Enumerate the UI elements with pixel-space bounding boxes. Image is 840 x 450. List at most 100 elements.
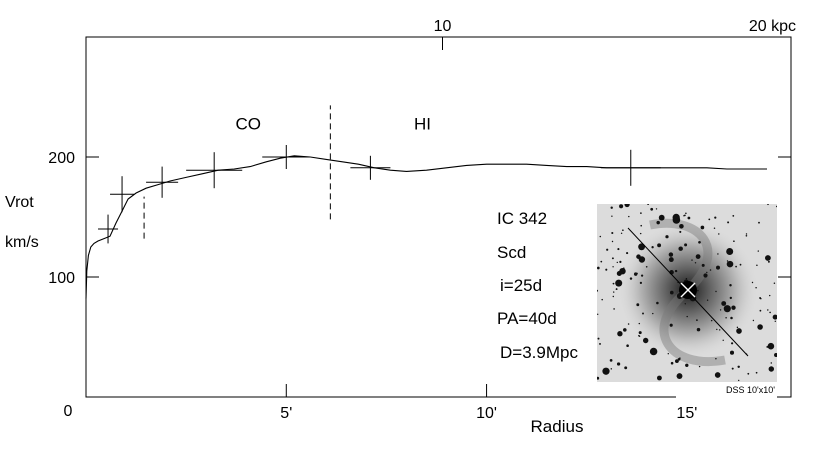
- star-119: [640, 224, 643, 227]
- star-38: [610, 206, 613, 209]
- star-189: [736, 328, 742, 334]
- star-167: [638, 256, 646, 263]
- star-93: [656, 301, 659, 305]
- x-tick-label-2: 15': [676, 405, 697, 422]
- star-109: [597, 313, 599, 315]
- star-180: [656, 220, 660, 225]
- star-174: [719, 309, 722, 311]
- star-91: [700, 225, 705, 230]
- star-76: [655, 208, 658, 210]
- star-176: [680, 281, 683, 284]
- x-tick-label-0: 5': [280, 405, 292, 422]
- star-148: [597, 376, 600, 380]
- star-163: [731, 305, 736, 310]
- star-51: [650, 207, 654, 211]
- star-3: [668, 252, 674, 257]
- star-142: [757, 324, 763, 330]
- star-152: [619, 204, 624, 209]
- star-122: [612, 266, 614, 268]
- star-95: [729, 296, 732, 300]
- star-54: [616, 362, 621, 366]
- star-162: [619, 260, 622, 264]
- star-24: [642, 337, 649, 344]
- x-axis-label: Radius: [531, 417, 584, 436]
- star-125: [668, 257, 674, 263]
- star-113: [774, 352, 777, 358]
- star-0: [684, 303, 686, 305]
- star-144: [626, 344, 629, 348]
- spiral-arm-1: [649, 218, 713, 294]
- plot-border: [85, 36, 792, 398]
- star-177: [623, 267, 625, 269]
- star-128: [678, 246, 683, 251]
- y-tick-label-1: 200: [48, 150, 75, 167]
- star-11: [773, 282, 776, 285]
- star-92: [769, 311, 771, 314]
- star-179: [626, 252, 629, 255]
- star-67: [691, 259, 693, 261]
- star-172: [695, 254, 701, 259]
- star-44: [708, 218, 711, 221]
- star-14: [610, 368, 613, 370]
- spiral-arm-2: [659, 286, 726, 366]
- star-71: [759, 309, 762, 312]
- star-69: [665, 235, 669, 239]
- star-133: [727, 221, 730, 224]
- star-146: [612, 282, 615, 285]
- star-106: [698, 240, 701, 244]
- star-63: [675, 359, 679, 363]
- star-72: [745, 234, 748, 237]
- chart-labels: Radius Vrot km/s 0 IC 342 Scd i=25d PA=4…: [5, 18, 796, 436]
- star-25: [768, 366, 775, 372]
- star-9: [629, 277, 633, 280]
- star-15: [755, 287, 757, 289]
- star-19: [669, 323, 673, 327]
- star-135: [647, 204, 650, 205]
- star-166: [739, 263, 742, 266]
- star-98: [731, 367, 734, 370]
- star-13: [735, 265, 737, 268]
- plot-frame: [85, 36, 792, 398]
- annotation-hi: HI: [414, 114, 431, 133]
- star-87: [723, 305, 731, 313]
- star-7: [602, 367, 610, 375]
- star-127: [716, 265, 720, 270]
- star-30: [597, 266, 600, 270]
- major-axis-line: [627, 227, 749, 357]
- star-114: [698, 365, 701, 368]
- star-168: [767, 204, 769, 206]
- star-37: [745, 233, 748, 235]
- star-100: [756, 264, 758, 267]
- star-29: [726, 248, 734, 255]
- star-1: [639, 281, 643, 285]
- star-160: [765, 255, 771, 261]
- star-164: [770, 362, 773, 364]
- star-157: [617, 248, 620, 251]
- star-105: [651, 246, 654, 249]
- star-74: [611, 231, 614, 235]
- star-16: [703, 273, 708, 278]
- star-79: [636, 272, 638, 275]
- star-20: [767, 260, 770, 263]
- star-49: [658, 214, 665, 221]
- star-47: [726, 260, 734, 268]
- star-45: [615, 288, 618, 291]
- x-tick-label-1: 10': [476, 405, 497, 422]
- star-59: [772, 314, 777, 320]
- star-123: [622, 229, 624, 232]
- star-78: [758, 221, 760, 224]
- star-183: [687, 216, 691, 220]
- star-159: [696, 327, 701, 332]
- star-130: [679, 357, 681, 359]
- star-83: [684, 243, 688, 247]
- star-139: [722, 339, 724, 341]
- star-110: [611, 257, 614, 260]
- star-65: [774, 320, 777, 323]
- top-tick-label-1: 20 kpc: [749, 18, 796, 35]
- star-26: [730, 316, 733, 320]
- star-185: [686, 315, 688, 318]
- star-136: [726, 260, 729, 262]
- star-161: [716, 328, 718, 331]
- star-77: [729, 283, 732, 287]
